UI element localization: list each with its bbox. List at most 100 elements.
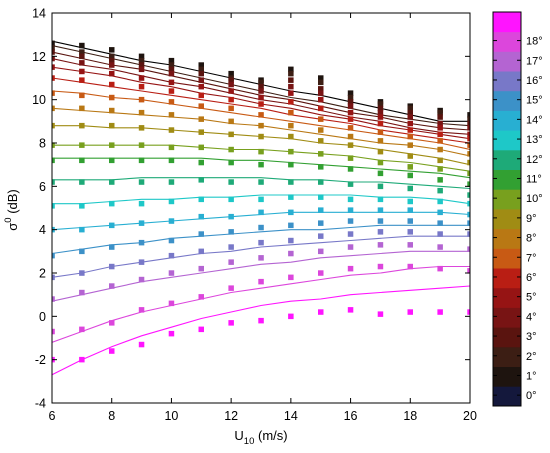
data-point: [347, 207, 354, 213]
data-point: [347, 231, 354, 237]
fit-curve-14: [52, 224, 470, 255]
data-point: [407, 114, 413, 120]
data-point: [377, 105, 384, 112]
data-point: [228, 229, 234, 235]
data-point: [52, 122, 55, 129]
data-point: [467, 246, 470, 252]
y-tick-label: 10: [32, 93, 46, 107]
x-tick-label: 10: [164, 409, 178, 423]
fit-curve-18: [52, 285, 470, 376]
data-point: [79, 356, 85, 363]
data-point: [198, 326, 204, 333]
data-point: [138, 96, 145, 103]
data-point: [79, 142, 85, 148]
data-point: [79, 270, 85, 276]
data-point: [347, 109, 354, 116]
data-point: [318, 105, 324, 112]
data-point: [437, 138, 443, 144]
data-point: [437, 157, 443, 164]
data-point: [288, 237, 294, 244]
data-point: [437, 146, 443, 153]
data-point: [318, 194, 324, 200]
data-point: [407, 127, 413, 133]
data-point: [347, 155, 354, 161]
data-point: [138, 109, 145, 116]
data-point: [228, 118, 234, 125]
data-point: [168, 270, 175, 276]
data-point: [377, 109, 384, 116]
data-point: [138, 125, 145, 131]
data-point: [138, 276, 145, 283]
fit-curve-15: [52, 235, 470, 278]
data-point: [168, 79, 175, 86]
colorbar-segment: [493, 327, 521, 348]
data-point: [407, 109, 413, 116]
data-point: [138, 142, 145, 148]
data-point: [347, 142, 354, 148]
y-tick-label: 4: [39, 223, 46, 237]
fit-curve-10: [52, 157, 470, 179]
colorbar-label: 17°: [526, 55, 543, 67]
data-point: [407, 229, 413, 235]
colorbar: 0° 1° 2° 3° 4° 5° 6° 7° 8° 9° 10° 11° 12° 13° 14° 15° 16…: [492, 11, 543, 407]
data-point: [138, 57, 145, 64]
data-point: [407, 133, 413, 140]
colorbar-segment: [493, 130, 521, 151]
colorbar-segment: [493, 51, 521, 72]
data-point: [467, 131, 470, 138]
colorbar-label: 11°: [526, 173, 542, 185]
data-point: [228, 105, 234, 112]
x-tick-label: 16: [344, 409, 358, 423]
x-tick-label: 18: [403, 409, 417, 423]
colorbar-label: 12°: [526, 154, 543, 166]
data-point: [79, 326, 85, 333]
y-tick-label: -2: [35, 353, 46, 367]
data-point: [109, 263, 115, 270]
data-point: [377, 170, 384, 177]
colorbar-segment: [493, 149, 521, 170]
colorbar-segment: [493, 268, 521, 289]
colorbar-segment: [493, 228, 521, 249]
data-point: [198, 92, 204, 99]
data-point: [198, 265, 204, 272]
data-point: [228, 131, 234, 138]
data-point: [318, 164, 324, 170]
data-point: [377, 114, 384, 120]
data-point: [228, 70, 234, 77]
data-point: [228, 88, 234, 94]
y-tick-label: 0: [39, 310, 46, 324]
data-point: [467, 181, 470, 187]
data-point: [168, 157, 175, 164]
data-point: [138, 259, 145, 265]
data-point: [437, 114, 443, 120]
data-point: [109, 320, 115, 326]
x-tick-label: 20: [463, 409, 477, 423]
data-point: [467, 142, 470, 148]
colorbar-label: 1°: [526, 370, 537, 382]
data-point: [318, 86, 324, 92]
colorbar-segment: [493, 90, 521, 111]
colorbar-segment: [493, 209, 521, 230]
data-point: [288, 313, 294, 320]
data-point: [168, 127, 175, 133]
data-point: [138, 179, 145, 185]
data-point: [467, 200, 470, 207]
data-point: [318, 90, 324, 96]
data-point: [467, 170, 470, 177]
data-point: [198, 116, 204, 122]
data-point: [79, 92, 85, 99]
data-point: [258, 209, 264, 216]
data-point: [198, 213, 204, 220]
fit-curve-17: [52, 265, 470, 343]
data-point: [407, 153, 413, 159]
data-point: [258, 239, 264, 246]
data-point: [138, 220, 145, 226]
data-point: [52, 157, 55, 164]
data-point: [198, 70, 204, 77]
data-point: [377, 148, 384, 155]
data-point: [228, 213, 234, 220]
colorbar-label: 18°: [526, 36, 543, 48]
data-point: [288, 66, 294, 73]
data-point: [467, 116, 470, 122]
data-point: [109, 200, 115, 207]
